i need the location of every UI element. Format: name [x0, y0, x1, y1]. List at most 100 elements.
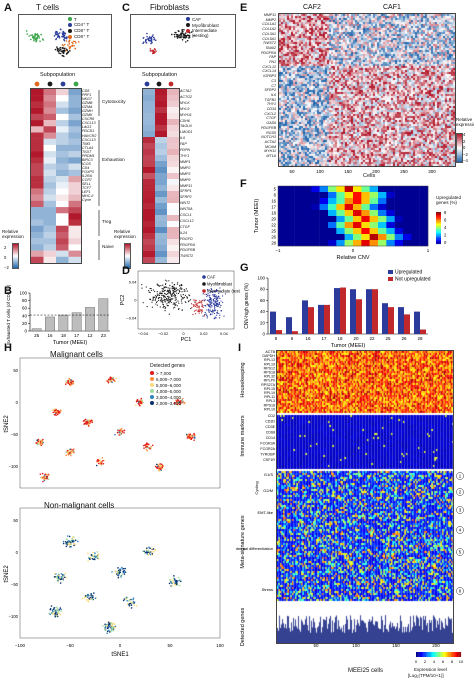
tsne-point [85, 599, 88, 601]
tsne-point [154, 549, 156, 551]
tsne-point [58, 49, 61, 52]
gene-label: LAG3 [82, 125, 92, 130]
cnv-cell [303, 192, 312, 199]
cnv-cell [403, 222, 412, 229]
tsne-point [111, 625, 113, 627]
gene-label: CTGF [266, 116, 276, 121]
colorbar-seg [454, 652, 456, 657]
signature-number-icon [456, 488, 464, 496]
scatter-point [214, 307, 216, 309]
scatter-point [151, 301, 153, 303]
scatter-point [179, 290, 181, 292]
tsne-point [94, 597, 97, 600]
bar [71, 312, 82, 332]
heatmap-cell [68, 151, 81, 158]
heatmap-cell [31, 120, 44, 127]
tsne-point [48, 474, 50, 476]
tsne-point [100, 463, 103, 465]
tsne-point [134, 404, 137, 406]
col-label-caf1: CAF1 [383, 4, 401, 11]
x-tick-label: 25 [34, 333, 40, 338]
heatmap-cell [143, 143, 155, 150]
scatter-point [162, 284, 164, 286]
colorbar-seg [436, 240, 441, 242]
tsne-point [57, 576, 60, 579]
colorbar-seg [426, 652, 428, 657]
tsne-point [187, 436, 190, 438]
scatter-point [160, 301, 162, 303]
scatter-point [207, 294, 209, 296]
scatter-point [158, 284, 160, 286]
scatter-point [166, 280, 168, 282]
scatter-point [209, 307, 211, 309]
heatmap-cell [31, 231, 44, 239]
heatmap-cell [155, 215, 167, 222]
row-label: 25 [271, 229, 276, 234]
cnv-cell [378, 186, 387, 193]
scatter-point [176, 289, 178, 291]
tsne-point [55, 576, 58, 578]
gene-label: MCAM [265, 144, 276, 149]
tsne-point [86, 420, 89, 423]
tsne-point [146, 449, 149, 452]
scatter-point [181, 298, 183, 300]
tsne-point [132, 598, 134, 601]
scatter-point [173, 284, 175, 286]
scatter-point [167, 290, 170, 292]
gene-label: MYLK [180, 100, 190, 105]
tsne-point [59, 28, 62, 31]
tsne-point [117, 574, 120, 576]
scatter-point [186, 290, 188, 292]
tsne-point [66, 36, 68, 38]
heatmap-cell [167, 185, 179, 192]
scatter-point [215, 302, 217, 304]
gene-label: GAPDH [262, 354, 275, 358]
scatter-point [214, 316, 216, 318]
gene-label: COL5A1 [262, 36, 276, 41]
tsne-point [94, 552, 96, 554]
cnv-cell [353, 204, 362, 211]
panel-a: A T cells T CD4⁺ T CD8⁺ T CD8⁺ T Subpopu… [0, 0, 126, 275]
scatter-point [164, 301, 166, 303]
gene-label: TGFB1 [264, 97, 276, 102]
scatter-point [155, 297, 157, 299]
scatter-point [160, 292, 163, 295]
tsne-point [68, 377, 71, 380]
scatter-point [155, 303, 157, 305]
tsne-point [147, 38, 150, 41]
cnv-cell [369, 198, 379, 205]
cnv-cell [411, 228, 420, 235]
gene-label: ACTA2 [180, 89, 192, 93]
cnv-cell [328, 234, 337, 241]
y-tick-label: 100 [19, 291, 27, 296]
tsne-point [63, 50, 65, 53]
cnv-cell [286, 228, 295, 235]
tsne-point [83, 422, 86, 425]
subpop-title-a: Subpopulation [40, 72, 76, 78]
tsne-point [123, 432, 125, 434]
tsne-point [118, 431, 121, 433]
tsne-point [154, 39, 157, 42]
gene-label: RPS27A [261, 383, 275, 387]
tsne-point [144, 39, 147, 42]
tsne-point [101, 457, 104, 459]
scatter-point [198, 306, 200, 308]
gene-label: LMOD1 [180, 130, 193, 135]
scatter-point [211, 304, 213, 307]
tsne-point [39, 441, 42, 444]
scatter-point [213, 295, 215, 297]
scatter-point [167, 287, 169, 289]
scatter-point [209, 299, 211, 301]
scatter-point [182, 297, 184, 300]
heatmap-cell [56, 89, 69, 96]
tsne-point [150, 36, 153, 39]
colorbar-seg [436, 232, 441, 233]
scatter-point [167, 299, 169, 301]
tsne-point [81, 597, 84, 600]
heatmap-cell [68, 244, 81, 251]
tsne-point [129, 602, 131, 605]
tsne-point [57, 35, 60, 37]
tsne-point [59, 48, 62, 51]
